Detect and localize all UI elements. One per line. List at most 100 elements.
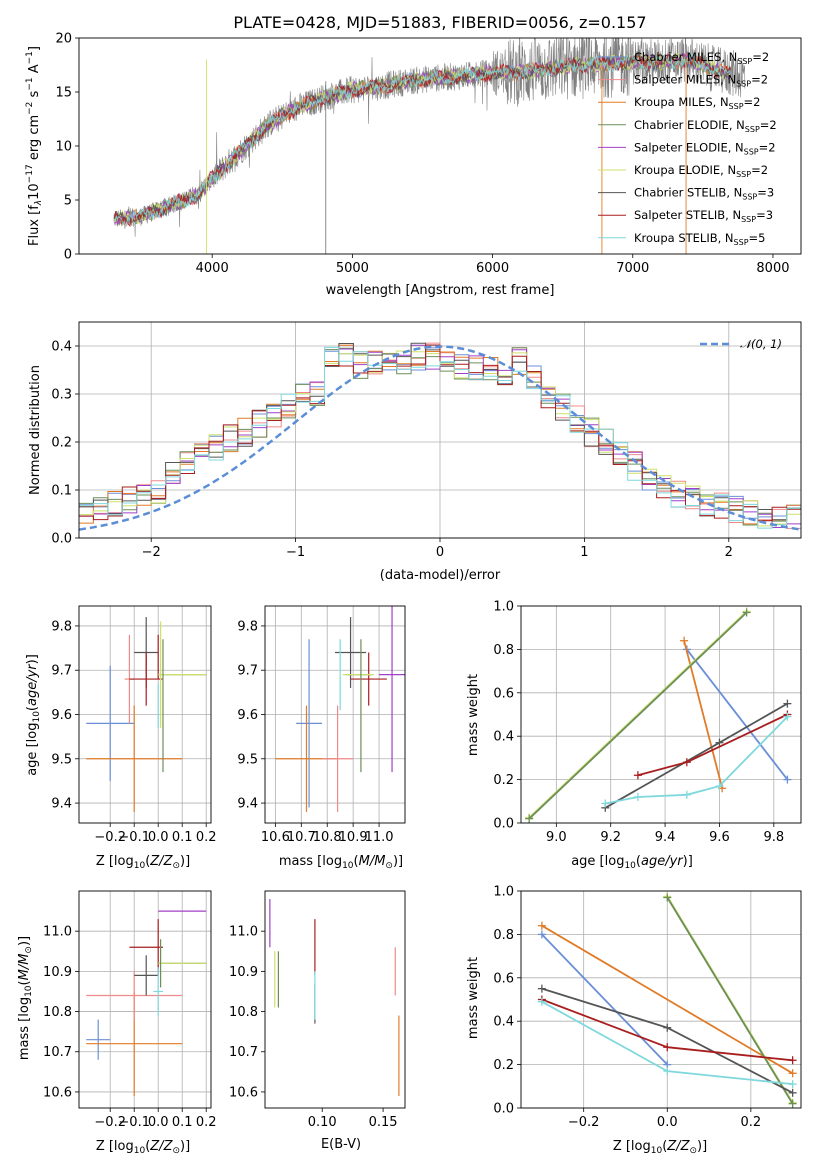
age-vs-Z-ylabel-main: age [log <box>25 723 40 776</box>
residuals-xtick-label-1: −1 <box>286 545 305 560</box>
mass-vs-ebv-plot-area: 0.10 0.15 10.6 10.7 10.8 10.9 11.0 <box>229 890 406 1130</box>
legend-label-main-3: Chabrier ELODIE, N <box>634 118 745 132</box>
residuals-xlabel: (data-model)/error <box>380 568 501 583</box>
age-vs-Z-ytick-label-0: 9.4 <box>51 797 72 812</box>
mass-vs-Z-frame <box>78 890 212 1109</box>
legend-label-7: Salpeter STELIB, NSSP=3 <box>634 208 773 224</box>
weight-vs-age-xtick-label-2: 9.4 <box>655 830 676 845</box>
residuals-legend: 𝒩(0, 1) <box>700 337 782 351</box>
weight-vs-age-marker-0-1 <box>783 775 792 784</box>
mass-vs-ebv-ytick-label-4: 11.0 <box>229 925 258 940</box>
residuals-xtick-label-4: 2 <box>725 545 733 560</box>
weight-vs-Z-marker-6-0 <box>537 997 546 1006</box>
weight-vs-age-marker-6-3 <box>715 782 724 791</box>
spectrum-ytick-label-2: 10 <box>55 140 72 155</box>
residuals-xtick-label-2: 0 <box>436 545 444 560</box>
legend-label-sub-1: SSP <box>736 80 751 89</box>
residuals-ylabel: Normed distribution <box>28 365 43 495</box>
mass-vs-Z-ylabel-main: mass [log <box>17 997 32 1060</box>
weight-vs-age-xlabel-main: age [log <box>571 854 624 869</box>
mass-vs-ebv-xlabel: E(B-V) <box>321 1137 361 1152</box>
age-vs-mass-errorbar-7 <box>379 606 405 773</box>
residuals-ytick-label-3: 0.3 <box>51 388 72 403</box>
mass-vs-Z-plot-area: −0.2−0.10.0 0.1 0.2 10.6 10.7 10.8 10.9 11.0 <box>43 890 217 1130</box>
mass-vs-Z-ytick-label-0: 10.6 <box>43 1085 72 1100</box>
weight-vs-Z-xtick-label-2: 0.2 <box>741 1115 762 1130</box>
weight-vs-Z-marker-1-1 <box>788 1069 797 1078</box>
legend-label-main-6: Chabrier STELIB, N <box>634 186 742 200</box>
spectrum-xtick-label-4: 8000 <box>756 261 789 276</box>
weight-vs-Z-marker-6-1 <box>663 1067 672 1076</box>
age-vs-Z-frame <box>78 605 212 824</box>
legend-label-suffix-7: =3 <box>756 208 773 222</box>
legend-label-suffix-6: =3 <box>757 186 774 200</box>
mass-vs-Z-ytick-label-4: 11.0 <box>43 925 72 940</box>
weight-vs-Z-marker-1-0 <box>537 921 546 930</box>
age-vs-mass-xtick-label-1: 10.7 <box>287 830 316 845</box>
legend-label-0: Chabrier MILES, NSSP=2 <box>634 50 769 66</box>
weight-vs-Z-ylabel: mass weight <box>466 957 481 1039</box>
age-vs-Z-xtick-label-4: 0.2 <box>196 830 217 845</box>
legend-label-main-0: Chabrier MILES, N <box>634 50 737 64</box>
normal-legend-label: 𝒩(0, 1) <box>740 337 782 351</box>
mass-vs-Z-ytick-label-3: 10.9 <box>43 965 72 980</box>
legend-label-5: Kroupa ELODIE, NSSP=2 <box>634 163 768 179</box>
weight-vs-age-xtick-label-4: 9.8 <box>763 830 784 845</box>
legend-label-sub-7: SSP <box>741 215 756 224</box>
weight-vs-age-xlabel: age [log10(age/yr)] <box>571 854 693 871</box>
mass-vs-ebv-xtick-label-1: 0.15 <box>369 1115 398 1130</box>
legend-label-1: Salpeter MILES, NSSP=2 <box>634 73 768 89</box>
weight-vs-Z-series-1 <box>541 924 794 1075</box>
age-vs-Z-xtick-label-3: 0.1 <box>172 830 193 845</box>
mass-vs-ebv-frame <box>264 890 406 1109</box>
mass-vs-Z-errorbar-0 <box>86 1019 111 1060</box>
residuals-panel: −2 −1 0 1 2 0.0 0.1 0.2 0.3 0.4 (data-model)/erro… <box>28 321 802 583</box>
figure-title: PLATE=0428, MJD=51883, FIBERID=0056, z=0… <box>233 13 646 32</box>
spectrum-xlabel: wavelength [Angstrom, rest frame] <box>326 283 555 298</box>
weight-vs-Z-series-3 <box>666 897 794 1105</box>
age-vs-Z-xtick-label-2: 0.0 <box>148 830 169 845</box>
spectrum-ytick-label-0: 0 <box>64 248 72 263</box>
weight-vs-age-marker-3-0 <box>525 814 534 823</box>
legend-label-suffix-8: =5 <box>749 231 766 245</box>
legend-label-suffix-3: =2 <box>760 118 777 132</box>
weight-vs-Z-marker-4-2 <box>788 1088 797 1097</box>
age-vs-Z-marks <box>86 617 207 812</box>
weight-vs-Z-ytick-label-3: 0.6 <box>493 971 514 986</box>
weight-vs-age-marker-6-2 <box>682 790 691 799</box>
mass-vs-Z-xtick-label-1: −0.1 <box>118 1115 150 1130</box>
age-vs-mass-errorbar-2 <box>322 705 354 812</box>
mass-vs-ebv-ytick-label-2: 10.8 <box>229 1005 258 1020</box>
weight-vs-age-xtick-label-3: 9.6 <box>709 830 730 845</box>
age-vs-mass-xtick-label-3: 10.9 <box>339 830 368 845</box>
weight-vs-age-series-3 <box>528 611 748 820</box>
age-vs-mass-panel: 10.610.710.810.911.0 9.4 9.5 9.6 9.7 9.8 mass… <box>237 605 406 871</box>
mass-vs-Z-xlabel-main: Z [log <box>96 1139 134 1154</box>
spectrum-xtick-label-3: 7000 <box>616 261 649 276</box>
weight-vs-Z-xtick-label-1: 0.0 <box>657 1115 678 1130</box>
weight-vs-Z-marker-4-1 <box>663 1023 672 1032</box>
weight-vs-Z-xlabel: Z [log10(Z/Z⊙)] <box>613 1139 707 1156</box>
legend-label-2: Kroupa MILES, NSSP=2 <box>634 95 760 111</box>
weight-vs-age-marker-6-4 <box>783 712 792 721</box>
spectrum-ytick-label-1: 5 <box>64 194 72 209</box>
mass-vs-Z-ytick-label-2: 10.8 <box>43 1005 72 1020</box>
spectrum-marks <box>113 38 746 254</box>
spectrum-ylabel-main: Flux [f <box>27 205 42 246</box>
legend-label-suffix-5: =2 <box>751 163 768 177</box>
weight-vs-age-marker-6-0 <box>601 799 610 808</box>
mass-vs-Z-ylabel: mass [log10(M/M⊙)] <box>17 936 34 1060</box>
weight-vs-Z-ytick-label-2: 0.4 <box>493 1015 514 1030</box>
residuals-ytick-label-2: 0.2 <box>51 436 72 451</box>
mass-vs-ebv-panel: 0.10 0.15 10.6 10.7 10.8 10.9 11.0 E(B-V) <box>229 890 406 1152</box>
mass-vs-Z-marks <box>86 910 207 1096</box>
weight-vs-age-ytick-label-5: 1.0 <box>493 600 514 615</box>
weight-vs-age-ytick-label-2: 0.4 <box>493 730 514 745</box>
mass-vs-ebv-ytick-label-3: 10.9 <box>229 965 258 980</box>
weight-vs-age-marker-4-2 <box>783 699 792 708</box>
weight-vs-age-marker-6-1 <box>633 792 642 801</box>
legend-label-main-8: Kroupa STELIB, N <box>634 231 734 245</box>
spectrum-xtick-label-0: 4000 <box>196 261 229 276</box>
weight-vs-age-ytick-label-3: 0.6 <box>493 686 514 701</box>
